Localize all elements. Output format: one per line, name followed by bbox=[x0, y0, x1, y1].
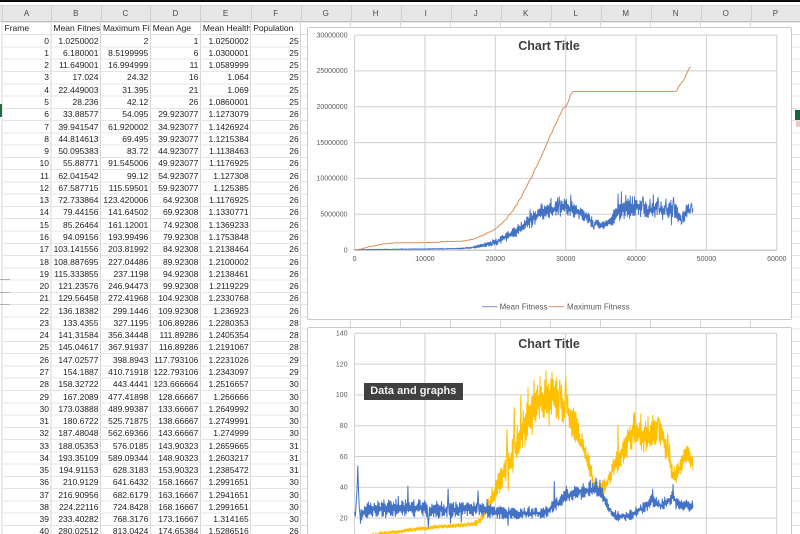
svg-text:20000: 20000 bbox=[485, 256, 505, 263]
svg-text:100: 100 bbox=[336, 392, 348, 399]
svg-text:Maximum Fitness: Maximum Fitness bbox=[567, 302, 630, 311]
svg-text:120: 120 bbox=[336, 362, 348, 369]
svg-text:0: 0 bbox=[353, 256, 357, 263]
svg-text:10000: 10000 bbox=[415, 256, 435, 263]
svg-text:10000000: 10000000 bbox=[316, 176, 347, 183]
svg-text:140: 140 bbox=[336, 331, 348, 338]
svg-text:20: 20 bbox=[340, 516, 348, 523]
svg-text:5000000: 5000000 bbox=[320, 211, 347, 218]
svg-text:25000000: 25000000 bbox=[316, 68, 347, 75]
svg-text:40: 40 bbox=[340, 485, 348, 492]
svg-text:50000: 50000 bbox=[697, 256, 717, 263]
svg-text:Mean Fitness: Mean Fitness bbox=[499, 302, 547, 311]
svg-text:Chart Title: Chart Title bbox=[518, 39, 580, 53]
svg-text:15000000: 15000000 bbox=[316, 140, 347, 147]
svg-text:20000000: 20000000 bbox=[316, 104, 347, 111]
svg-text:30000: 30000 bbox=[556, 256, 576, 263]
svg-text:40000: 40000 bbox=[626, 256, 646, 263]
svg-text:60000: 60000 bbox=[767, 256, 787, 263]
svg-text:60: 60 bbox=[340, 454, 348, 461]
svg-text:Chart Title: Chart Title bbox=[518, 337, 580, 351]
svg-text:30000000: 30000000 bbox=[316, 32, 347, 39]
svg-text:0: 0 bbox=[344, 247, 348, 254]
svg-text:80: 80 bbox=[340, 423, 348, 430]
